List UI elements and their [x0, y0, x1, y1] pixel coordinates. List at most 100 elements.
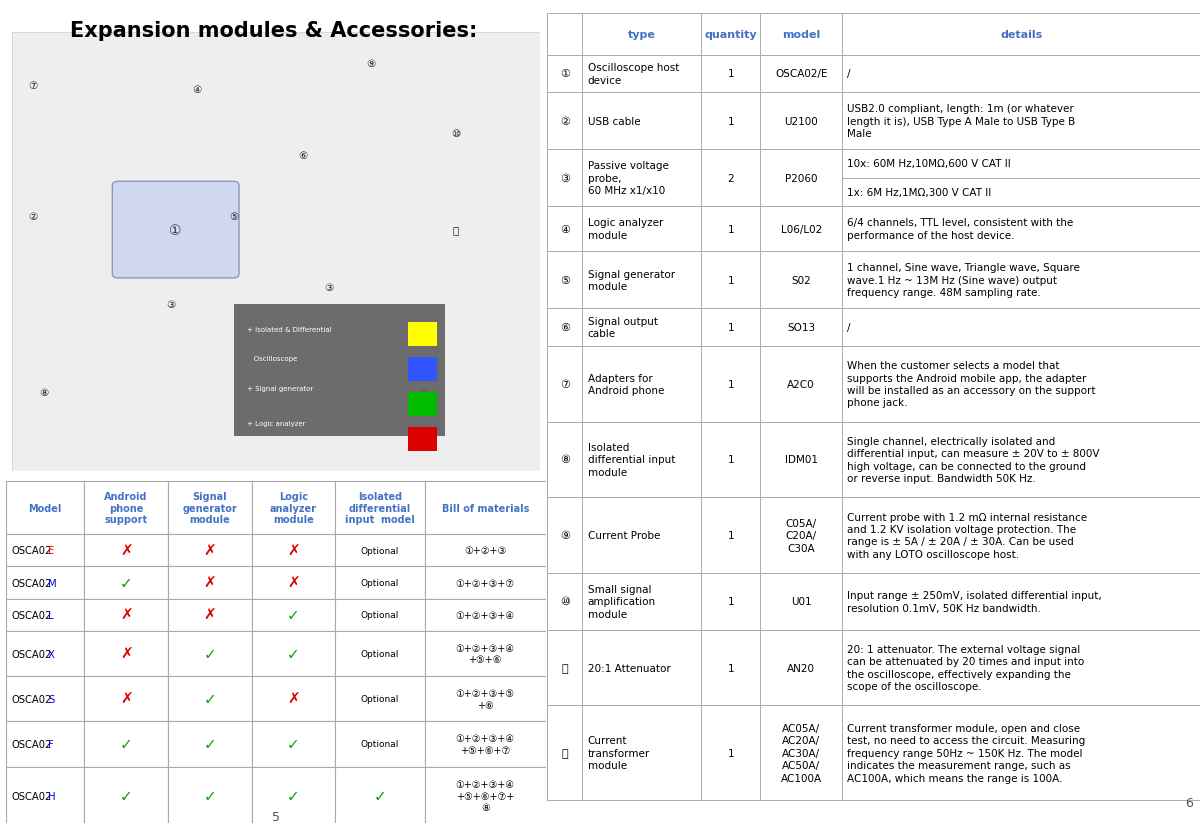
Bar — [547, 498, 582, 573]
Text: 1: 1 — [727, 662, 734, 673]
Text: 5: 5 — [272, 810, 280, 823]
Text: ✓: ✓ — [287, 647, 300, 662]
Text: Model: Model — [29, 503, 62, 513]
Bar — [252, 631, 336, 676]
Bar — [408, 357, 437, 381]
Bar — [408, 323, 437, 347]
Bar — [425, 599, 546, 631]
Text: ①+②+③+④: ①+②+③+④ — [456, 610, 515, 620]
Bar — [84, 721, 168, 767]
Bar — [547, 422, 582, 498]
Text: L06/L02: L06/L02 — [780, 224, 822, 234]
Bar — [842, 308, 1200, 347]
Text: 1: 1 — [727, 224, 734, 234]
Bar — [168, 481, 252, 534]
Bar — [701, 422, 760, 498]
Bar — [760, 498, 842, 573]
Text: ①: ① — [560, 69, 570, 79]
Text: Single channel, electrically isolated and
differential input, can measure ± 20V : Single channel, electrically isolated an… — [847, 437, 1100, 484]
Text: S02: S02 — [791, 275, 811, 285]
Bar — [547, 308, 582, 347]
Bar — [547, 630, 582, 705]
Text: Isolated
differential input
module: Isolated differential input module — [588, 442, 676, 477]
Text: Optional: Optional — [361, 610, 400, 619]
Text: ②: ② — [560, 117, 570, 127]
Text: OSCA02: OSCA02 — [12, 791, 52, 801]
Text: Expansion modules & Accessories:: Expansion modules & Accessories: — [70, 21, 478, 41]
Text: ✗: ✗ — [120, 647, 132, 662]
Text: 1x: 6M Hz,1MΩ,300 V CAT II: 1x: 6M Hz,1MΩ,300 V CAT II — [847, 188, 991, 198]
Text: ✓: ✓ — [120, 737, 132, 752]
Bar — [760, 55, 842, 93]
Text: ①+②+③+⑤
+⑥: ①+②+③+⑤ +⑥ — [456, 688, 515, 710]
Text: ⑫: ⑫ — [421, 388, 427, 398]
Bar — [168, 721, 252, 767]
Text: + Signal generator: + Signal generator — [247, 386, 313, 392]
Text: U01: U01 — [791, 596, 811, 607]
Bar — [6, 631, 84, 676]
Bar — [6, 566, 84, 599]
Bar — [252, 599, 336, 631]
Text: ①+②+③: ①+②+③ — [464, 546, 506, 556]
Text: /: / — [847, 69, 851, 79]
Text: OSCA02: OSCA02 — [12, 694, 52, 704]
Text: ⑦: ⑦ — [560, 380, 570, 390]
Text: Logic
analyzer
module: Logic analyzer module — [270, 491, 317, 524]
Bar — [582, 150, 701, 207]
Text: 1: 1 — [727, 117, 734, 127]
Text: L: L — [48, 610, 54, 620]
Bar — [547, 150, 582, 207]
Text: type: type — [628, 30, 655, 40]
Bar — [84, 534, 168, 566]
Text: Logic analyzer
module: Logic analyzer module — [588, 218, 664, 241]
Text: IDM01: IDM01 — [785, 455, 817, 465]
Bar — [425, 767, 546, 825]
Text: ✓: ✓ — [204, 788, 216, 803]
Bar — [582, 630, 701, 705]
Text: USB2.0 compliant, length: 1m (or whatever
length it is), USB Type A Male to USB : USB2.0 compliant, length: 1m (or whateve… — [847, 104, 1075, 139]
Bar — [842, 55, 1200, 93]
Text: 20: 1 attenuator. The external voltage signal
can be attenuated by 20 times and : 20: 1 attenuator. The external voltage s… — [847, 644, 1085, 691]
Bar — [582, 347, 701, 422]
Text: Input range ± 250mV, isolated differential input,
resolution 0.1mV, 50K Hz bandw: Input range ± 250mV, isolated differenti… — [847, 590, 1103, 613]
Text: details: details — [1000, 30, 1043, 40]
Text: ③: ③ — [166, 300, 175, 310]
Bar — [842, 498, 1200, 573]
Bar — [425, 481, 546, 534]
Bar — [842, 347, 1200, 422]
Text: Signal generator
module: Signal generator module — [588, 270, 674, 292]
Text: OSCA02: OSCA02 — [12, 739, 52, 749]
Text: Isolated
differential
input  model: Isolated differential input model — [346, 491, 415, 524]
Bar — [582, 573, 701, 630]
Bar — [842, 93, 1200, 150]
Text: OSCA02: OSCA02 — [12, 610, 52, 620]
Bar — [547, 14, 582, 55]
Text: 1: 1 — [727, 69, 734, 79]
Text: Current transformer module, open and close
test, no need to access the circuit. : Current transformer module, open and clo… — [847, 723, 1086, 782]
Bar — [252, 534, 336, 566]
Text: ✗: ✗ — [204, 543, 216, 558]
Bar — [760, 630, 842, 705]
Bar — [6, 481, 84, 534]
Text: Adapters for
Android phone: Adapters for Android phone — [588, 373, 664, 395]
Bar — [336, 767, 425, 825]
Bar — [252, 721, 336, 767]
Bar — [701, 93, 760, 150]
Text: ✗: ✗ — [120, 608, 132, 623]
Text: AN20: AN20 — [787, 662, 815, 673]
Text: ✗: ✗ — [287, 691, 300, 706]
Bar — [547, 573, 582, 630]
Text: ✓: ✓ — [120, 788, 132, 803]
Bar — [582, 93, 701, 150]
Text: 6: 6 — [1186, 796, 1194, 809]
Text: model: model — [782, 30, 821, 40]
Text: F: F — [48, 739, 54, 749]
Bar — [547, 347, 582, 422]
Bar — [6, 599, 84, 631]
Bar — [6, 721, 84, 767]
Bar — [168, 599, 252, 631]
Bar — [701, 347, 760, 422]
Text: Current probe with 1.2 mΩ internal resistance
and 1.2 KV isolation voltage prote: Current probe with 1.2 mΩ internal resis… — [847, 512, 1087, 559]
Bar — [842, 14, 1200, 55]
Bar — [6, 534, 84, 566]
